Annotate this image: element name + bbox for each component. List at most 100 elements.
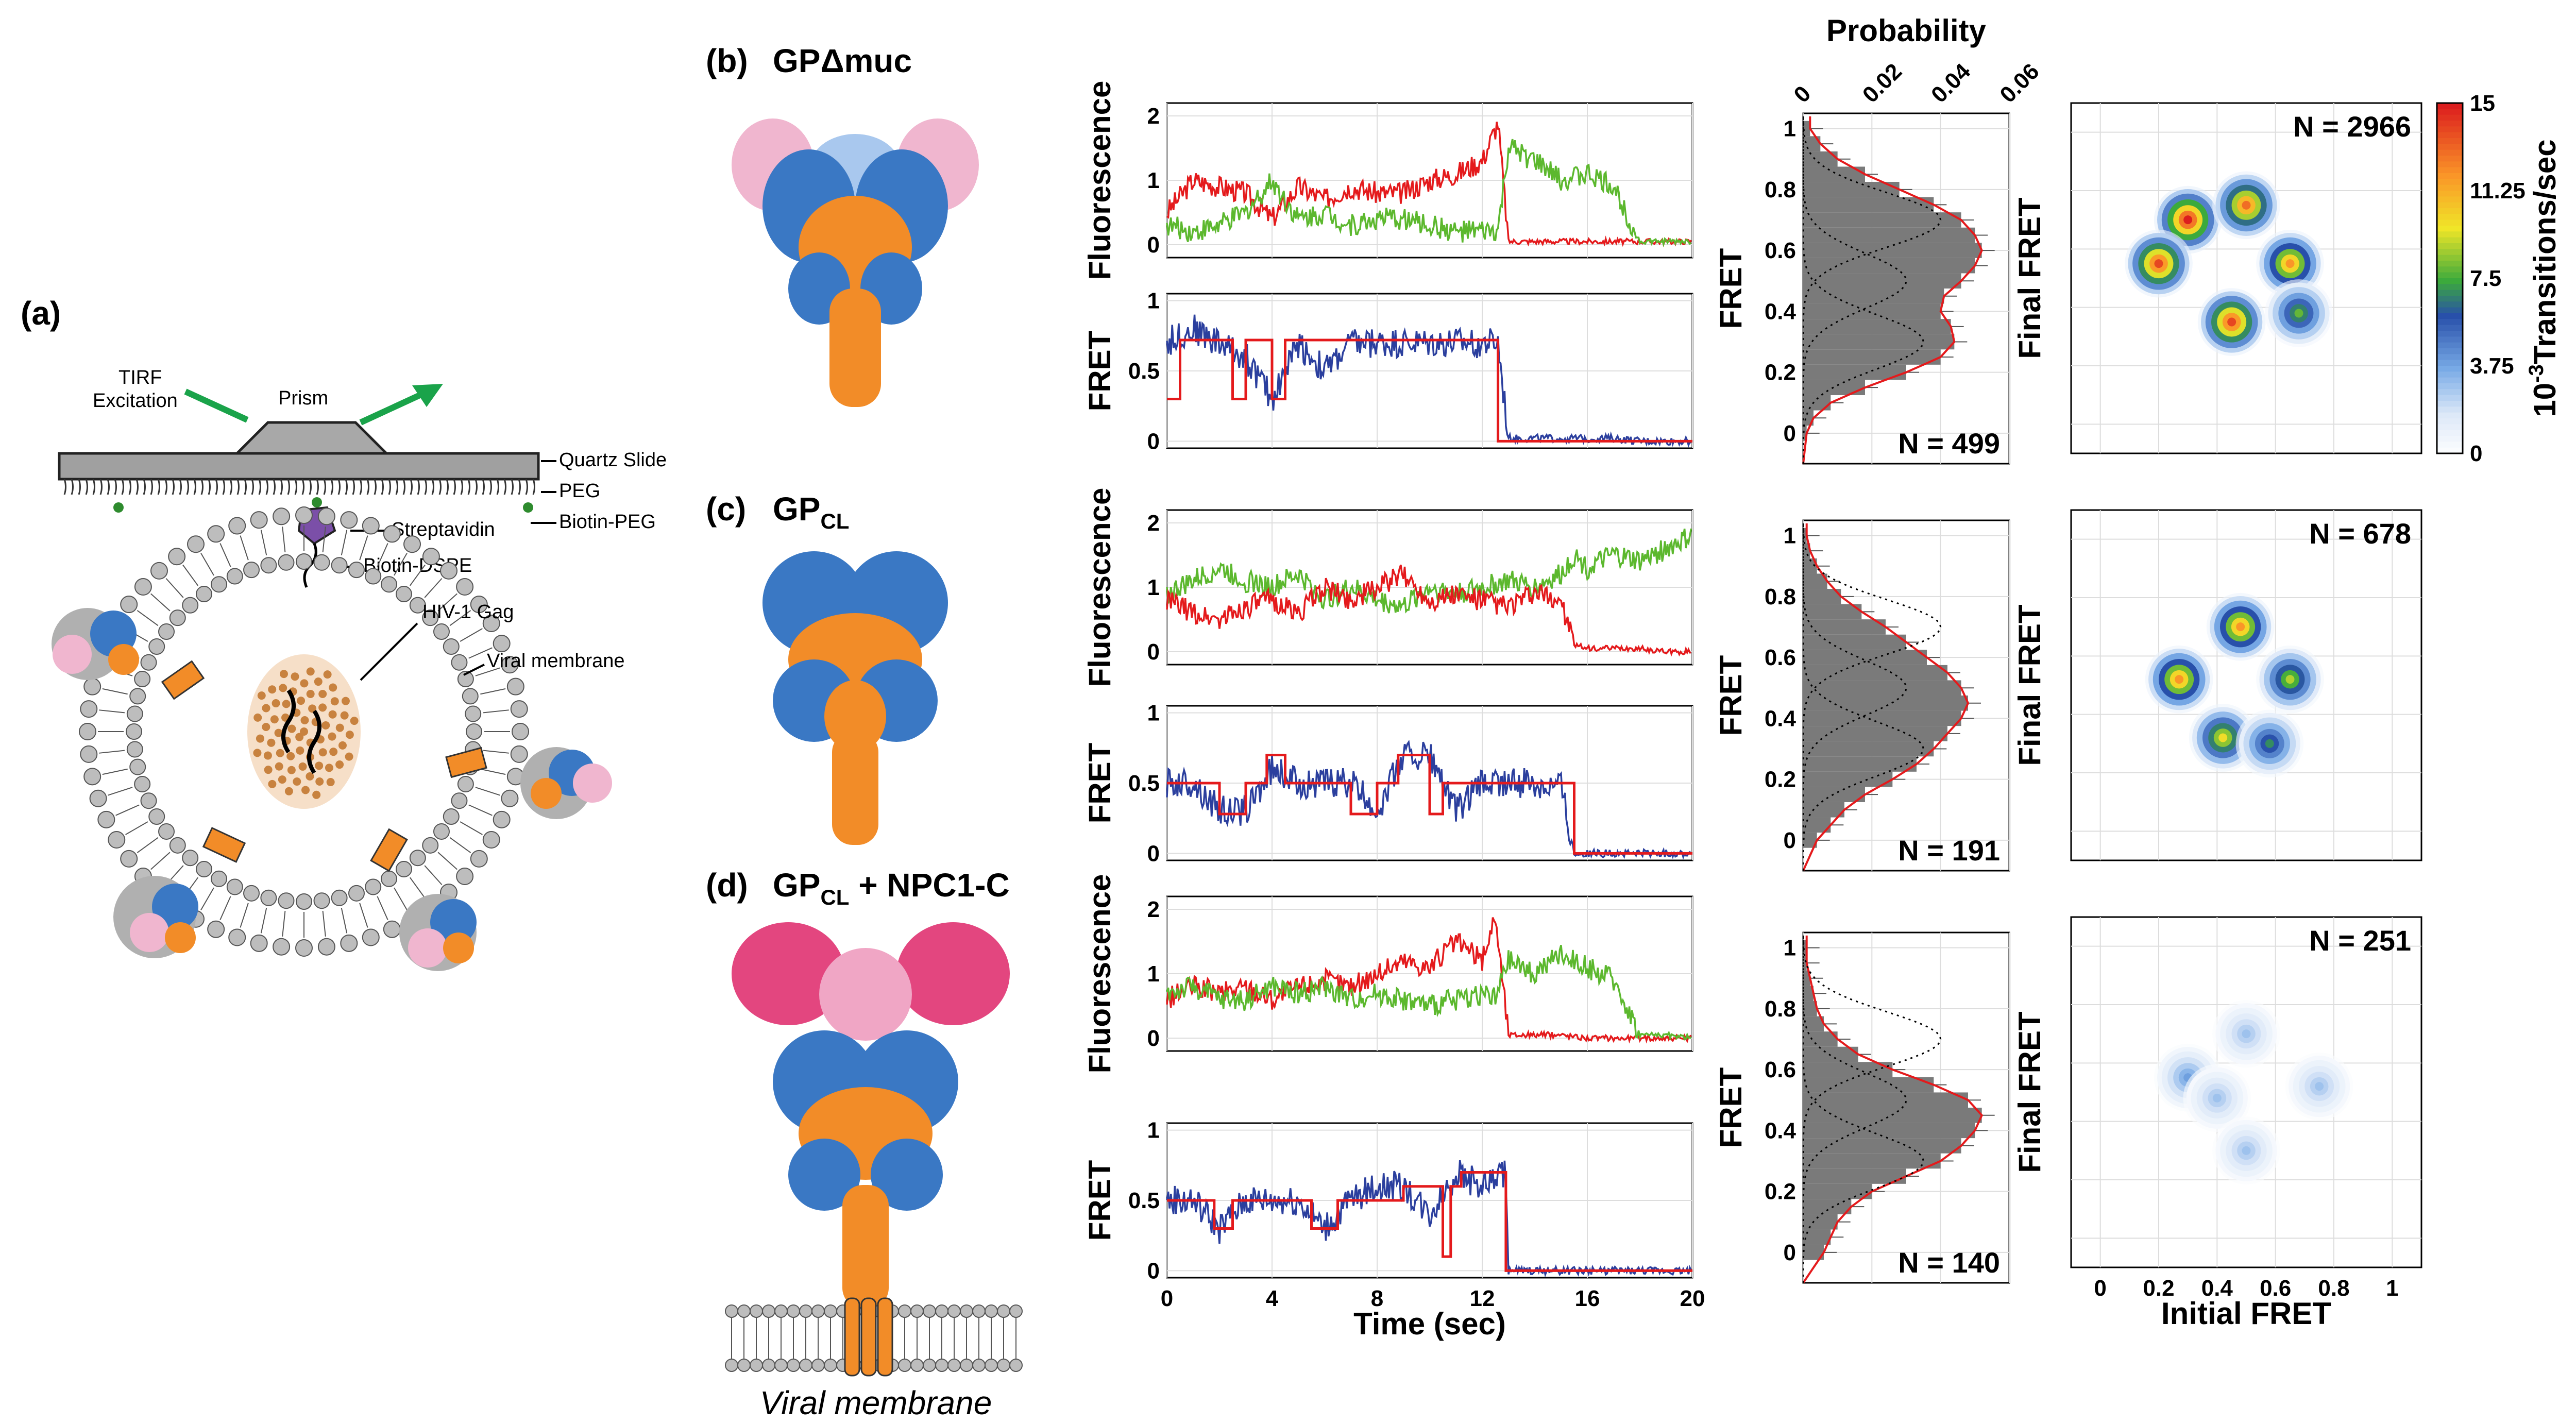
title-gpcl: GPCL: [773, 490, 849, 533]
quartz-slide-shape: [58, 452, 540, 481]
excitation-arrow-head: [412, 384, 443, 407]
histogram-bar: [1803, 303, 1941, 319]
gag-dots: [253, 667, 359, 799]
biotin-bead: [312, 497, 322, 507]
histogram-bar: [1803, 955, 1807, 971]
colorbar-segment: [2437, 114, 2463, 121]
x-axis-label: Initial FRET: [2161, 1296, 2331, 1331]
y-axis-label: FRET: [1714, 248, 1748, 329]
y-tick-label: 0.6: [1765, 1057, 1796, 1082]
title-gpcl-npc1: GPCL + NPC1-C: [773, 867, 1010, 909]
tdp-heatmap-2: N = 678 Final FRET: [2012, 509, 2422, 861]
x-tick-label: 0: [1161, 1286, 1173, 1311]
fit-curve: [1802, 116, 1983, 464]
histogram-bar: [1803, 1153, 1941, 1169]
colorbar-segment: [2437, 354, 2463, 361]
colorbar-segment: [2437, 377, 2463, 384]
label-excitation: Excitation: [93, 390, 178, 412]
tdp-heatmap-1: N = 2966 Final FRET: [2012, 102, 2422, 454]
colorbar-segment: [2437, 366, 2463, 372]
trace-chart-4: 0 0.5 1 FRET: [1082, 701, 1693, 866]
trace-series-red: [1166, 564, 1691, 657]
colorbar-segment: [2437, 412, 2463, 419]
histogram-bar: [1803, 426, 1807, 441]
trace-chart-5: 0 1 2 Fluorescence: [1082, 874, 1693, 1074]
colorbar-segment: [2437, 231, 2463, 238]
histogram-bar: [1803, 395, 1831, 411]
histogram-bar: [1803, 619, 1886, 635]
histogram-bar: [1803, 940, 1807, 956]
histogram-bar: [1803, 1168, 1906, 1184]
histogram-bar: [1803, 1138, 1961, 1154]
colorbar-segment: [2437, 179, 2463, 185]
histogram-bar: [1803, 243, 1982, 258]
histogram-bar: [1803, 1214, 1838, 1230]
heatmap-peak: [2175, 675, 2184, 684]
x-tick-label: 0.2: [2143, 1276, 2174, 1301]
colorbar-segment: [2437, 237, 2463, 244]
histogram-bar: [1803, 726, 1947, 741]
colorbar-tick-label: 7.5: [2470, 266, 2501, 291]
colorbar-segment: [2437, 360, 2463, 366]
colorbar-segment: [2437, 418, 2463, 425]
y-tick-label: 0: [1147, 429, 1160, 454]
histogram-bar: [1803, 289, 1944, 304]
histogram-bar: [1803, 741, 1934, 757]
heatmap-peak: [2315, 1082, 2324, 1091]
x-tick-label: 0.8: [2318, 1276, 2349, 1301]
x-axis-label: Time (sec): [1353, 1307, 1506, 1341]
colorbar-segment: [2437, 173, 2463, 180]
title-gp-dmuc: GPΔmuc: [773, 42, 912, 79]
trace-series-red: [1167, 1171, 1692, 1272]
y-tick-label: 0: [1784, 1240, 1796, 1265]
colorbar-segment: [2437, 424, 2463, 431]
colorbar-segment: [2437, 383, 2463, 390]
y-tick-label: 0.4: [1765, 299, 1797, 324]
histogram-bar: [1803, 197, 1934, 213]
colorbar-segment: [2437, 447, 2463, 454]
colorbar-tick-label: 15: [2470, 91, 2495, 116]
heatmap-peak: [2242, 1029, 2251, 1039]
y-axis-label: Fluorescence: [1082, 874, 1117, 1074]
y-tick-label: 2: [1147, 897, 1160, 922]
gaussian-component: [1802, 935, 1942, 1283]
peg-brush: [63, 479, 535, 495]
heatmap-peak: [2294, 309, 2303, 318]
panel-label-b: (b): [706, 42, 748, 79]
colorbar-segment: [2437, 219, 2463, 226]
colorbar-segment: [2437, 401, 2463, 408]
y-tick-label: 0.6: [1765, 645, 1796, 670]
y-axis-label: Final FRET: [2012, 604, 2047, 766]
histogram-count: N = 191: [1898, 834, 2000, 867]
colorbar-segment: [2437, 278, 2463, 285]
heatmap-peak: [2183, 215, 2193, 225]
colorbar-segment: [2437, 406, 2463, 413]
y-axis-label: Fluorescence: [1082, 488, 1117, 687]
histogram-bar: [1803, 273, 1961, 289]
x-tick-label: 0: [1789, 81, 1816, 108]
colorbar-segment: [2437, 436, 2463, 443]
histogram-bar: [1803, 756, 1917, 772]
histogram-bar: [1803, 650, 1927, 665]
colorbar-segment: [2437, 296, 2463, 302]
y-axis-label: FRET: [1082, 1160, 1117, 1241]
colorbar-segment: [2437, 325, 2463, 331]
colorbar-segment: [2437, 430, 2463, 436]
histogram-bar: [1803, 1016, 1824, 1032]
y-tick-label: 0.8: [1765, 996, 1796, 1022]
colorbar-segment: [2437, 226, 2463, 232]
gaussian-component: [1802, 523, 1942, 871]
x-tick-label: 12: [1470, 1286, 1495, 1311]
heatmap-peak: [2227, 317, 2236, 327]
trace-series-blue: [1166, 1160, 1692, 1278]
y-tick-label: 0: [1147, 1026, 1160, 1051]
fret-histogram-3: 0 0.2 0.4 0.6 0.8 1 N = 140 FRET: [1714, 931, 2010, 1284]
trace-series-green: [1166, 528, 1692, 614]
colorbar-segment: [2437, 161, 2463, 168]
colorbar-segment: [2437, 307, 2463, 314]
x-tick-label: 0.04: [1926, 58, 1976, 108]
heatmap-peak: [2242, 200, 2251, 210]
histogram-bar: [1803, 1062, 1893, 1077]
x-tick-label: 1: [2386, 1276, 2398, 1301]
tdp-heatmap-3: N = 251 Final FRET 0 0.2 0.4 0.6 0.8 1 Initial F…: [2012, 916, 2422, 1331]
